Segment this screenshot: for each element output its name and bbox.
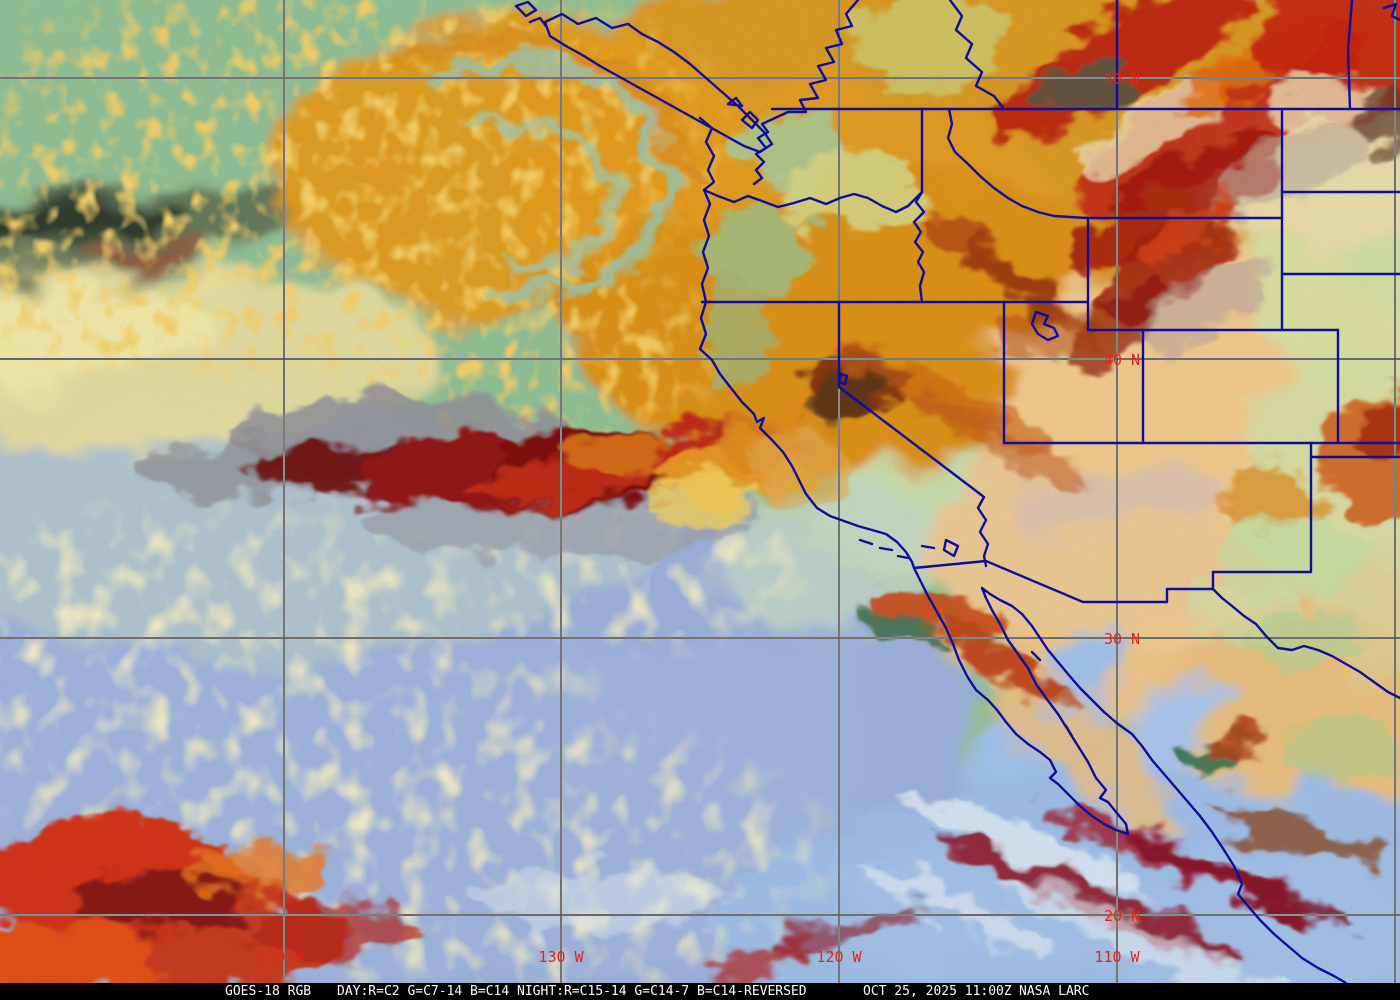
lat-label-20n: 20 N (1104, 907, 1140, 925)
caption-credit: NASA LARC (1019, 984, 1090, 999)
lon-label-130w: 130 W (538, 948, 584, 966)
caption-rgb-recipe: DAY:R=C2 G=C7-14 B=C14 NIGHT:R=C15-14 G=… (337, 984, 807, 999)
lon-label-120w: 120 W (816, 948, 862, 966)
lon-label-110w: 110 W (1094, 948, 1140, 966)
lat-label-50n: 50 N (1104, 70, 1140, 88)
lakes (837, 310, 1060, 558)
coastline-pacific (698, 0, 1348, 983)
map-overlay (514, 0, 1400, 983)
grid-parallels (0, 77, 1400, 916)
border-us-canada (770, 0, 1400, 111)
rio-grande-river (1211, 587, 1400, 700)
lon-label-140w: 140 W (258, 948, 304, 966)
grid-labels: 50 N 40 N 30 N 20 N 140 W 130 W 120 W 11… (258, 70, 1140, 966)
caption-product-name: GOES-18 RGB (225, 984, 312, 999)
state-boundaries (700, 107, 1400, 591)
caption-timestamp: OCT 25, 2025 11:00Z (863, 984, 1012, 999)
islands (514, 0, 1074, 738)
lat-label-30n: 30 N (1104, 630, 1140, 648)
grid-meridians (283, 0, 1396, 983)
lat-label-40n: 40 N (1104, 351, 1140, 369)
border-us-mexico (912, 559, 1400, 700)
caption-bar: GOES-18 RGB DAY:R=C2 G=C7-14 B=C14 NIGHT… (0, 983, 1400, 1000)
